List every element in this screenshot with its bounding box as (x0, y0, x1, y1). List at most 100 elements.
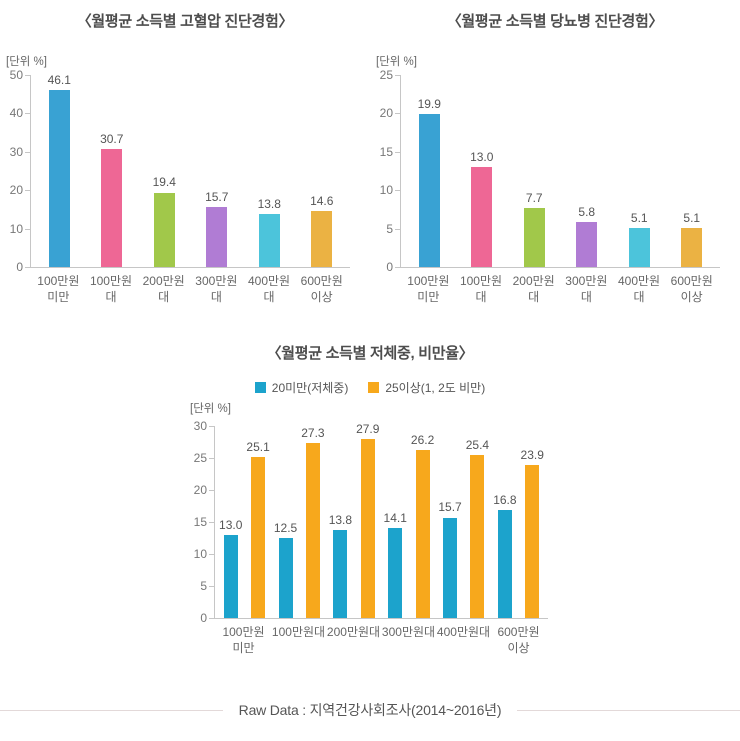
bar-group: 13.8 (243, 75, 296, 267)
top-charts-row: 〈월평균 소득별 고혈압 진단경험〉 [단위 %] 0 10 20 30 40 50 46… (0, 0, 740, 314)
x-category-label: 300만원대 (381, 625, 436, 639)
y-tick-label: 15 (193, 515, 207, 529)
x-category-label: 600만원 이상 (670, 274, 713, 305)
bar-value-label: 27.3 (301, 426, 325, 441)
bar-value-label: 13.0 (219, 517, 243, 532)
unit-label: [단위 %] (190, 403, 231, 415)
bar (525, 465, 540, 618)
bar-group: 13.0 25.1 (217, 426, 272, 618)
bar-value-label: 13.0 (470, 149, 494, 164)
bar (311, 210, 333, 267)
x-axis-labels: 100만원 미만 100만원대 200만원대 300만원대 400만원대 600만원 이상 (214, 624, 548, 656)
bar-group: 14.6 (296, 75, 349, 267)
bar-column: 19.4 (153, 75, 176, 267)
y-tick-mark (25, 267, 31, 268)
bar-column: 15.7 (438, 426, 462, 618)
bar (206, 206, 228, 267)
plot-area: 13.0 25.1 12.5 27.3 13.8 27.9 14.1 26.2 15.7 25.4… (209, 422, 548, 619)
x-category-label: 400만원대 (617, 274, 661, 305)
bar-group: 19.9 (403, 75, 456, 267)
y-axis: 0 5 10 15 20 25 30 (190, 420, 214, 624)
bar-column: 13.0 (219, 426, 242, 618)
y-tick-label: 10 (9, 221, 23, 236)
y-tick-label: 5 (200, 579, 207, 594)
bar (251, 457, 266, 618)
weight-obesity-chart: 〈월평균 소득별 저체중, 비만율〉 20미만(저체중) 25이상(1, 2도 … (184, 342, 556, 656)
bar (360, 439, 375, 618)
bar-value-label: 27.9 (356, 422, 380, 437)
bar-value-label: 12.5 (273, 520, 298, 535)
bar (278, 538, 293, 618)
plot-row: 0 5 10 15 20 25 19.9 13.0 7.7 5.8 5.1 5.1 (376, 69, 720, 273)
bar-value-label: 46.1 (47, 72, 71, 87)
bar-value-label: 15.7 (205, 189, 229, 204)
y-tick-mark (25, 190, 31, 192)
bar-value-label: 19.4 (152, 175, 176, 190)
bar (418, 114, 440, 267)
bar-column: 14.6 (310, 75, 333, 267)
bar-column: 16.8 (493, 426, 517, 618)
bar (258, 214, 280, 267)
x-category-label: 100만원 미만 (222, 625, 265, 656)
bar (388, 527, 403, 618)
x-category-label: 100만원대 (271, 625, 326, 639)
legend: 20미만(저체중) 25이상(1, 2도 비만) (184, 379, 556, 396)
unit-label: [단위 %] (6, 56, 47, 68)
footer: Raw Data : 지역건강사회조사(2014~2016년) (0, 700, 740, 721)
bar-value-label: 26.2 (410, 433, 435, 448)
bar (471, 167, 493, 267)
bar-value-label: 19.9 (417, 96, 441, 111)
x-category-label: 200만원대 (142, 274, 185, 305)
y-tick-mark (209, 426, 215, 427)
unit-label: [단위 %] (376, 56, 417, 68)
bar-group: 7.7 (508, 75, 561, 267)
bar-value-label: 15.7 (438, 500, 462, 515)
x-category-label: 100만원대 (89, 274, 133, 305)
bar-column: 46.1 (47, 72, 71, 267)
bar (101, 149, 123, 267)
y-tick-label: 0 (16, 260, 23, 274)
bar-group: 13.8 27.9 (327, 422, 382, 618)
bar-column: 27.9 (356, 422, 380, 618)
bar-value-label: 7.7 (525, 190, 543, 205)
y-tick-label: 30 (9, 144, 23, 159)
bar-group: 30.7 (86, 75, 139, 267)
y-tick-label: 0 (200, 611, 207, 625)
y-tick-mark (395, 267, 401, 268)
bar (497, 510, 512, 618)
y-tick-mark (395, 190, 401, 192)
x-category-label: 300만원대 (565, 274, 608, 305)
bar-column: 19.9 (418, 75, 441, 267)
bar-group: 12.5 27.3 (272, 426, 327, 618)
y-tick-mark (209, 586, 215, 588)
bar-value-label: 5.8 (578, 205, 596, 220)
bar-column: 25.4 (466, 426, 489, 618)
x-category-label: 300만원대 (195, 274, 238, 305)
y-tick-label: 5 (386, 221, 393, 236)
chart-title: 〈월평균 소득별 고혈압 진단경험〉 (76, 13, 294, 30)
y-tick-mark (395, 113, 401, 115)
bar-column: 27.3 (301, 426, 325, 618)
legend-item-obesity: 25이상(1, 2도 비만) (368, 379, 485, 396)
y-tick-mark (209, 490, 215, 492)
bar-value-label: 13.8 (257, 196, 281, 211)
y-tick-mark (395, 228, 401, 230)
bar-column: 13.8 (258, 75, 281, 267)
bar-value-label: 30.7 (100, 131, 124, 146)
y-tick-label: 10 (379, 183, 393, 198)
bar-group: 14.1 26.2 (381, 426, 436, 618)
y-tick-label: 25 (379, 68, 393, 82)
y-axis: 0 5 10 15 20 25 (376, 69, 400, 273)
plot-area: 19.9 13.0 7.7 5.8 5.1 5.1 (395, 75, 720, 268)
bar-column: 14.1 (384, 426, 407, 618)
bar-column: 5.1 (681, 75, 703, 267)
bar-column: 13.0 (470, 75, 493, 267)
y-tick-mark (25, 75, 31, 76)
bar-group: 15.7 (191, 75, 244, 267)
bar-group: 5.1 (666, 75, 719, 267)
y-tick-mark (25, 113, 31, 115)
bar-group: 5.1 (613, 75, 666, 267)
bar-value-label: 16.8 (493, 493, 517, 508)
bar-column: 26.2 (411, 426, 434, 618)
bar-value-label: 14.6 (310, 193, 334, 208)
